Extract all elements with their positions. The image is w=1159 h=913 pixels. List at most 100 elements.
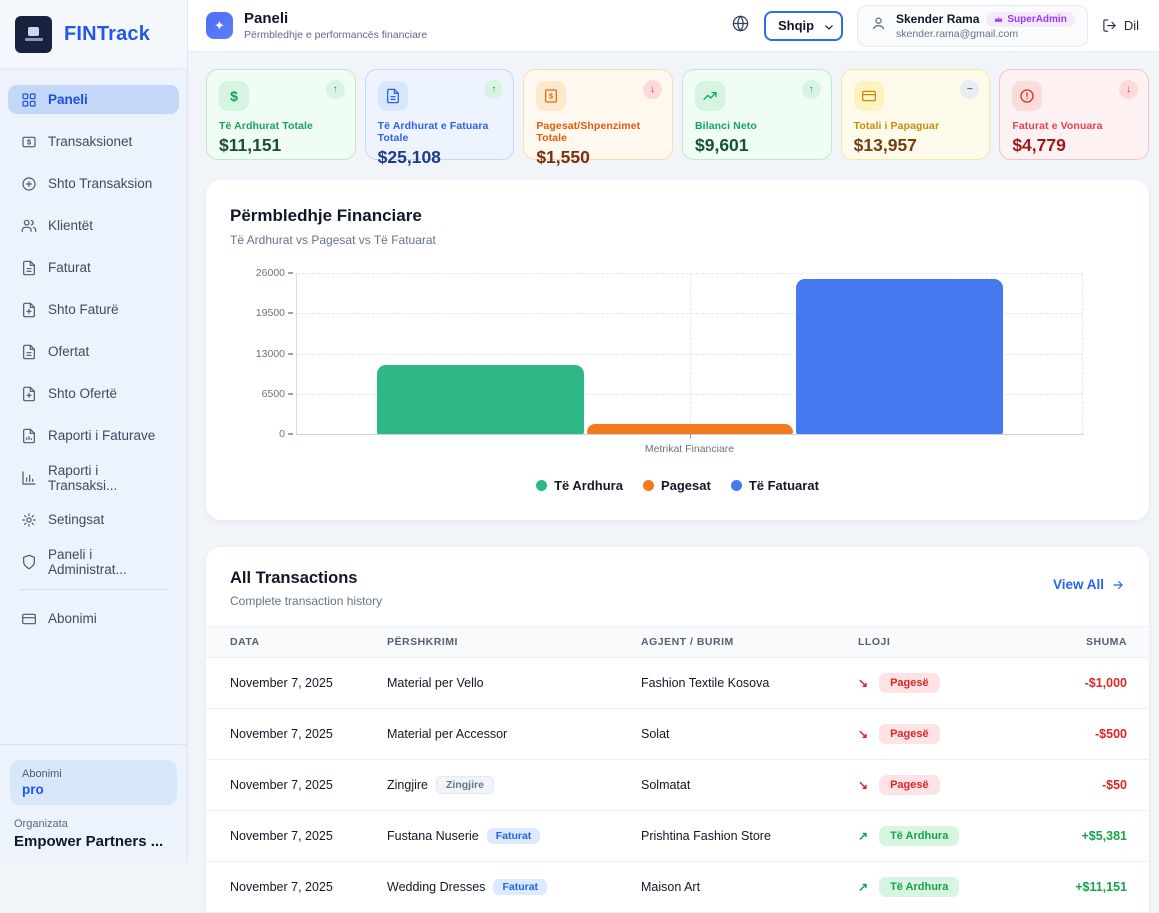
- brand-header[interactable]: FINTrack: [0, 0, 187, 69]
- bar-pagesat[interactable]: [586, 424, 794, 434]
- trend-up-icon: ↑: [325, 80, 345, 99]
- header-actions: Shqip Skender Rama SuperAdmin skender.ra…: [731, 4, 1139, 47]
- shield-icon: [23, 554, 35, 569]
- file-chart-icon: [23, 428, 35, 443]
- crown-icon: [995, 16, 1003, 22]
- table-row[interactable]: November 7, 2025 Material per Vello Fash…: [206, 657, 1149, 709]
- table-row[interactable]: November 7, 2025 Wedding Dresses Faturat …: [206, 861, 1149, 913]
- sidebar-item-klientet[interactable]: Klientët: [8, 211, 179, 240]
- stat-card-te-ardhurat-e-fatuara: ↑ Të Ardhurat e Fatuara Totale $25,108: [364, 69, 515, 167]
- cell-type: ↗ Të Ardhura: [858, 810, 1053, 862]
- sidebar-item-raporti-transaksioneve[interactable]: Raporti i Transaksi...: [8, 462, 179, 493]
- page-subtitle: Përmbledhje e performancës financiare: [244, 29, 428, 41]
- description-tag: Faturat: [486, 828, 541, 844]
- sidebar-item-paneli-administratorit[interactable]: Paneli i Administrat...: [8, 547, 179, 577]
- sidebar-item-faturat[interactable]: Faturat: [8, 253, 179, 282]
- language-select[interactable]: Shqip: [764, 10, 843, 41]
- description-tag: Zingjire: [436, 776, 494, 794]
- x-axis-label: Metrikat Financiare: [644, 443, 735, 455]
- cell-date: November 7, 2025: [206, 861, 387, 913]
- table-row[interactable]: November 7, 2025 Material per Accessor S…: [206, 708, 1149, 760]
- user-menu[interactable]: Skender Rama SuperAdmin skender.rama@gma…: [857, 4, 1088, 47]
- cell-agent: Maison Art: [641, 861, 858, 913]
- stat-card-te-ardhurat-totale: $ ↑ Të Ardhurat Totale $11,151: [206, 69, 356, 160]
- cell-type: ↗ Të Ardhura: [858, 861, 1053, 913]
- legend-item-te-fatuarat[interactable]: Të Fatuarat: [730, 478, 819, 493]
- cell-type: ↘ Pagesë: [858, 759, 1053, 811]
- role-badge-label: SuperAdmin: [1007, 13, 1067, 25]
- cell-agent: Solat: [641, 708, 858, 760]
- sidebar-item-setingsat[interactable]: Setingsat: [8, 505, 179, 534]
- svg-text:$: $: [27, 137, 31, 146]
- table-row[interactable]: November 7, 2025 Zingjire Zingjire Solmat…: [206, 759, 1149, 811]
- y-axis-tick: 13000: [233, 348, 293, 360]
- grid-icon: [22, 92, 36, 107]
- sidebar-item-label: Klientët: [48, 218, 94, 233]
- sidebar-item-ofertat[interactable]: Ofertat: [8, 337, 179, 366]
- financial-summary-card: Përmbledhje Financiare Të Ardhurat vs Pa…: [206, 180, 1149, 520]
- main-content: $ ↑ Të Ardhurat Totale $11,151 ↑ Të Ardh…: [188, 52, 1159, 913]
- organization-box: Organizata Empower Partners ...: [10, 805, 177, 850]
- sidebar-item-label: Setingsat: [48, 512, 105, 527]
- arrow-down-right-icon: ↘: [858, 676, 869, 690]
- sidebar-item-label: Shto Faturë: [48, 302, 119, 317]
- stat-label: Bilanci Neto: [695, 120, 757, 132]
- sidebar-item-shto-fature[interactable]: Shto Faturë: [8, 295, 179, 324]
- alert-circle-icon: [1012, 81, 1043, 111]
- sidebar-item-paneli[interactable]: Paneli: [8, 85, 179, 114]
- logo-emblem-line: [24, 38, 43, 41]
- sidebar-item-shto-transaksion[interactable]: Shto Transaksion: [8, 169, 179, 198]
- column-header-agjent: Agjent / Burim: [641, 626, 858, 658]
- stat-value: $4,779: [1012, 135, 1066, 155]
- sidebar-item-transaksionet[interactable]: $ Transaksionet: [8, 127, 179, 156]
- cell-type: ↘ Pagesë: [858, 708, 1053, 760]
- y-axis-tick: 6500: [233, 388, 293, 400]
- bar-chart-icon: [22, 470, 36, 485]
- stat-value: $1,550: [536, 147, 590, 167]
- sidebar: FINTrack Paneli $ Transaksionet Shto Tra…: [0, 0, 188, 862]
- bar-te-fatuarat[interactable]: [796, 278, 1003, 434]
- gridline-vertical: [1082, 273, 1083, 434]
- sidebar-item-raporti-faturave[interactable]: Raporti i Faturave: [8, 421, 179, 450]
- arrow-down-right-icon: ↘: [858, 778, 869, 792]
- legend-item-pagesat[interactable]: Pagesat: [642, 478, 711, 493]
- cell-amount: -$50: [1053, 759, 1149, 811]
- view-all-link[interactable]: View All: [1053, 577, 1125, 592]
- y-axis-tick: 19500: [233, 307, 293, 319]
- sidebar-item-label: Raporti i Faturave: [48, 428, 156, 443]
- bar-te-ardhura[interactable]: [377, 364, 584, 434]
- type-badge: Pagesë: [879, 775, 940, 795]
- top-header: ✦ Paneli Përmbledhje e performancës fina…: [188, 0, 1159, 52]
- column-header-lloji: Lloji: [858, 626, 1053, 658]
- subscription-box[interactable]: Abonimi pro: [10, 760, 177, 805]
- globe-icon: [731, 14, 750, 38]
- cell-agent: Prishtina Fashion Store: [641, 810, 858, 862]
- organization-name: Empower Partners ...: [14, 833, 164, 850]
- cell-amount: +$5,381: [1053, 810, 1149, 862]
- stat-cards: $ ↑ Të Ardhurat Totale $11,151 ↑ Të Ardh…: [206, 69, 1149, 167]
- chart-title: Përmbledhje Financiare: [230, 206, 422, 225]
- page-heading: Paneli Përmbledhje e performancës financ…: [244, 10, 427, 41]
- language-select-wrap: Shqip: [764, 10, 843, 41]
- trending-up-icon: [695, 81, 725, 111]
- banknote-icon: $: [22, 136, 36, 147]
- logout-button[interactable]: Dil: [1102, 18, 1139, 33]
- bar-group: [297, 273, 1083, 434]
- stat-label: Faturat e Vonuara: [1012, 120, 1103, 132]
- sidebar-item-shto-oferte[interactable]: Shto Ofertë: [8, 379, 179, 408]
- arrow-right-icon: [1113, 580, 1123, 589]
- brand-name: FINTrack: [64, 22, 151, 45]
- sidebar-item-label: Raporti i Transaksi...: [48, 462, 118, 493]
- sidebar-item-abonimi[interactable]: Abonimi: [8, 604, 179, 633]
- cell-date: November 7, 2025: [206, 657, 387, 709]
- role-badge: SuperAdmin: [986, 11, 1075, 27]
- column-header-data: Data: [206, 626, 387, 658]
- cell-description: Material per Accessor: [387, 708, 641, 760]
- plus-circle-icon: [22, 176, 36, 191]
- cell-amount: +$11,151: [1053, 861, 1149, 913]
- table-row[interactable]: November 7, 2025 Fustana Nuserie Faturat …: [206, 810, 1149, 862]
- file-plus-icon: [23, 386, 35, 401]
- sidebar-nav: Paneli $ Transaksionet Shto Transaksion …: [0, 69, 187, 646]
- legend-item-te-ardhura[interactable]: Të Ardhura: [536, 478, 623, 493]
- transactions-subtitle: Complete transaction history: [230, 594, 383, 608]
